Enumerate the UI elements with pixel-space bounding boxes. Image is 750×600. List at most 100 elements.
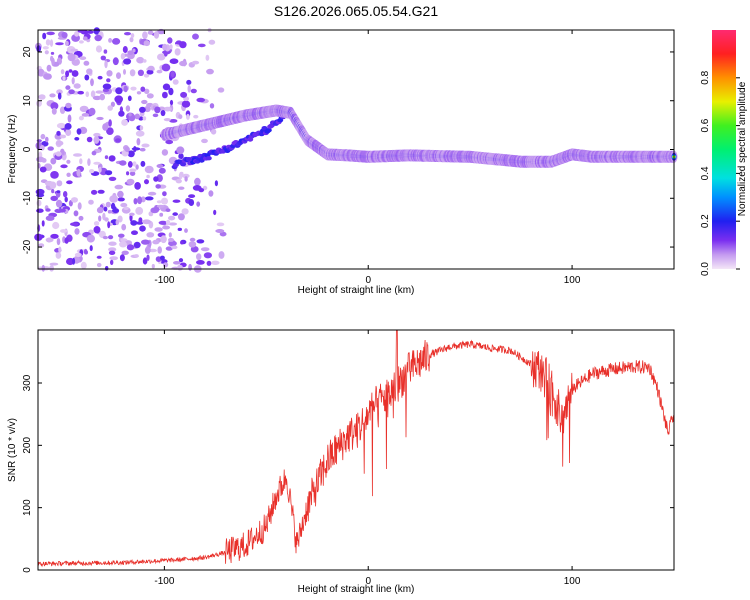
- heatmap-cell: [203, 252, 212, 259]
- heatmap-cell: [65, 85, 71, 90]
- heatmap-cell: [59, 106, 66, 114]
- heatmap-cell: [214, 180, 218, 187]
- heatmap-cell: [62, 76, 66, 81]
- heatmap-cell: [64, 237, 69, 244]
- heatmap-cell: [60, 229, 68, 233]
- heatmap-cell: [71, 77, 75, 85]
- heatmap-cell: [106, 78, 111, 83]
- heatmap-cell: [94, 34, 102, 42]
- heatmap-cell: [129, 37, 134, 43]
- heatmap-cell: [117, 197, 125, 202]
- heatmap-cell: [141, 239, 150, 245]
- heatmap-cell: [178, 186, 185, 190]
- heatmap-cell: [129, 69, 136, 77]
- heatmap-cell: [142, 219, 152, 225]
- heatmap-cell: [67, 114, 72, 123]
- heatmap-cell: [79, 105, 89, 113]
- heatmap-cell: [135, 130, 145, 137]
- heatmap-cell: [158, 220, 168, 225]
- heatmap-cell: [192, 185, 202, 191]
- heatmap-cell: [136, 56, 145, 64]
- heatmap-cell: [49, 265, 54, 272]
- heatmap-cell: [123, 206, 129, 210]
- heatmap-cell: [119, 160, 127, 166]
- heatmap-cell: [261, 126, 268, 131]
- heatmap-cell: [142, 116, 147, 121]
- heatmap-cell: [159, 212, 164, 217]
- heatmap-cell: [215, 229, 225, 233]
- heatmap-cell: [125, 105, 131, 112]
- heatmap-cell: [152, 207, 160, 212]
- heatmap-cell: [146, 254, 150, 261]
- heatmap-cell: [36, 199, 42, 207]
- heatmap-cell: [45, 215, 55, 221]
- heatmap-cell: [163, 106, 172, 112]
- snr-y-axis-label: SNR (10 * v/v): [7, 418, 18, 482]
- heatmap-cell: [86, 30, 94, 34]
- heatmap-cell: [73, 153, 82, 157]
- heatmap-cell: [135, 164, 139, 170]
- heatmap-cell: [144, 165, 154, 174]
- heatmap-cell: [134, 113, 140, 120]
- heatmap-cell: [72, 257, 76, 265]
- heatmap-cell: [76, 128, 82, 135]
- heatmap-cell: [88, 107, 96, 116]
- heatmap-cell: [129, 171, 136, 177]
- heatmap-cell: [81, 113, 90, 117]
- heatmap-cell: [146, 174, 150, 179]
- heatmap-cell: [45, 208, 51, 212]
- heatmap-cell: [77, 202, 82, 210]
- heatmap-cell: [114, 184, 124, 190]
- heatmap-cell: [158, 167, 166, 174]
- heatmap-cell: [184, 176, 188, 182]
- heatmap-cell: [136, 138, 141, 146]
- heatmap-cell: [93, 161, 101, 165]
- heatmap-cell: [168, 87, 174, 96]
- heatmap-cell: [142, 257, 148, 265]
- heatmap-cell: [144, 179, 149, 185]
- heatmap-cell: [146, 69, 154, 75]
- heatmap-cell: [167, 37, 173, 44]
- heatmap-cell: [108, 155, 116, 162]
- heatmap-cell: [179, 171, 184, 176]
- heatmap-cell: [55, 199, 63, 208]
- heatmap-cell: [87, 158, 91, 167]
- heatmap-cell: [211, 260, 220, 265]
- heatmap-cell: [137, 196, 143, 205]
- heatmap-cell: [162, 225, 171, 230]
- heatmap-cell: [177, 227, 182, 231]
- heatmap-cell: [162, 83, 171, 91]
- heatmap-cell: [38, 94, 46, 100]
- heatmap-cell: [145, 196, 154, 201]
- spectrogram-x-ticks: -100 0 100: [154, 30, 581, 286]
- heatmap-cell: [138, 217, 143, 224]
- heatmap-cell: [60, 69, 65, 75]
- heatmap-cell: [65, 129, 72, 136]
- heatmap-cell: [50, 195, 58, 202]
- heatmap-cell: [219, 231, 227, 237]
- heatmap-cell: [161, 197, 168, 205]
- y-tick-label: 20: [22, 46, 33, 58]
- heatmap-cell: [78, 215, 84, 221]
- heatmap-cell: [196, 253, 202, 261]
- heatmap-cell: [64, 40, 69, 47]
- heatmap-cell: [190, 88, 197, 94]
- heatmap-cell: [100, 55, 107, 61]
- heatmap-cell: [104, 155, 109, 160]
- heatmap-cell: [163, 118, 171, 122]
- heatmap-cell: [56, 238, 61, 246]
- heatmap-cell: [127, 150, 135, 158]
- heatmap-cell: [89, 169, 95, 174]
- heatmap-cell: [173, 261, 181, 265]
- heatmap-cell: [126, 178, 135, 185]
- heatmap-cell: [179, 60, 188, 67]
- heatmap-cell: [196, 239, 205, 244]
- heatmap-cell: [123, 69, 126, 75]
- heatmap-cell: [277, 118, 284, 123]
- heatmap-cell: [112, 208, 120, 214]
- heatmap-cell: [177, 264, 183, 271]
- heatmap-cell: [97, 75, 103, 80]
- heatmap-cell: [93, 132, 101, 137]
- heatmap-cell: [61, 31, 68, 39]
